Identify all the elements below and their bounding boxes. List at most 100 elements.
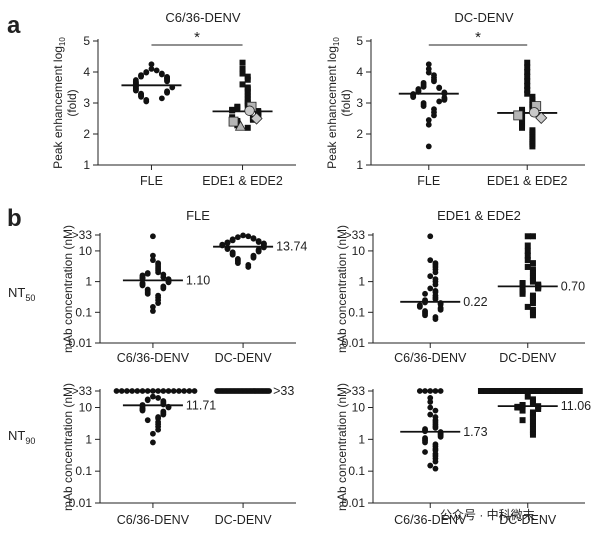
x-tick-label: C6/36-DENV <box>394 513 467 527</box>
y-axis-label-unit: (fold) <box>65 89 79 116</box>
data-point <box>427 411 434 418</box>
data-point <box>524 303 531 310</box>
data-point <box>244 92 251 99</box>
data-point <box>432 465 439 472</box>
y-axis-label: mAb concentration (nM) <box>335 225 349 353</box>
data-point <box>555 388 562 394</box>
data-point <box>519 290 526 297</box>
data-point <box>224 240 231 246</box>
data-point <box>158 71 165 78</box>
data-point <box>427 257 434 264</box>
data-point <box>529 388 536 394</box>
data-point <box>427 462 434 469</box>
data-point <box>229 251 236 258</box>
data-point <box>244 105 255 116</box>
data-point <box>524 86 531 93</box>
data-point <box>514 404 521 411</box>
median-label: 11.71 <box>186 398 216 412</box>
data-point <box>234 260 241 267</box>
y-tick-label: 1 <box>356 158 363 172</box>
x-tick-label: C6/36-DENV <box>117 351 190 365</box>
data-point <box>498 388 505 394</box>
data-point <box>170 388 177 394</box>
data-point <box>436 98 443 105</box>
data-point <box>245 233 252 240</box>
data-point <box>234 104 241 111</box>
data-point <box>143 69 150 76</box>
chart-a-dc: 1 2 3 4 5 FLE EDE1 & EDE2 DC-DENV Peak enhanceme… <box>325 10 585 188</box>
data-point <box>519 407 526 414</box>
y-tick-label: 0.1 <box>348 305 365 319</box>
median-label: >33 <box>273 384 294 398</box>
data-point <box>509 388 516 394</box>
data-point <box>427 285 434 292</box>
data-point <box>160 274 167 281</box>
data-point <box>432 424 439 431</box>
data-point <box>244 76 251 83</box>
data-point <box>427 233 434 240</box>
y-tick-label: 2 <box>356 127 363 141</box>
data-point <box>524 388 531 394</box>
data-point <box>425 61 432 68</box>
data-point <box>245 264 252 270</box>
data-point <box>186 388 193 394</box>
y-tick-label: 0.1 <box>348 464 365 478</box>
data-point <box>529 400 536 407</box>
data-point <box>540 388 547 394</box>
x-tick-label: C6/36-DENV <box>394 351 467 365</box>
data-point <box>535 285 542 292</box>
data-point <box>239 59 246 66</box>
y-tick-label: 0.01 <box>342 496 366 510</box>
y-tick-label: 1 <box>83 158 90 172</box>
data-point <box>545 388 552 394</box>
data-point <box>255 248 262 255</box>
data-point <box>150 388 156 394</box>
data-point <box>139 282 146 289</box>
y-tick-label: 0.1 <box>75 305 92 319</box>
data-point <box>150 308 156 314</box>
data-point <box>437 306 444 313</box>
chart-title: FLE <box>186 208 210 223</box>
y-tick-label: 0.01 <box>342 336 366 350</box>
data-point <box>514 388 521 394</box>
y-tick-label: 10 <box>352 244 366 258</box>
data-point <box>139 407 146 414</box>
data-point <box>155 300 162 306</box>
data-point <box>244 73 251 80</box>
data-point <box>234 234 241 241</box>
data-point <box>519 388 526 394</box>
data-point <box>432 458 439 465</box>
data-point <box>422 439 428 446</box>
median-label: 1.73 <box>463 425 487 439</box>
y-tick-label: 0.01 <box>69 496 93 510</box>
data-point <box>432 388 439 394</box>
significance-label: * <box>194 29 200 46</box>
median-label: 1.10 <box>186 273 210 287</box>
data-point <box>144 397 151 404</box>
data-point <box>422 449 428 455</box>
data-point <box>432 296 439 302</box>
chart-b-fle-nt90: >33 10 1 0.1 0.01 C6/36-DENV DC-DENV mAb concen… <box>61 383 296 527</box>
chart-title: DC-DENV <box>454 10 514 25</box>
data-point <box>191 388 198 394</box>
median-label: 0.22 <box>463 295 487 309</box>
y-tick-label: 3 <box>83 96 90 110</box>
chart-a-c636: 1 2 3 4 5 FLE EDE1 & EDE2 C6/36-DENV Peak enhanc… <box>51 10 296 188</box>
data-point <box>155 388 162 394</box>
x-tick-label: DC-DENV <box>499 513 557 527</box>
y-tick-label: >33 <box>345 384 366 398</box>
data-point <box>155 269 162 276</box>
row-label-nt50: NT50 <box>8 285 35 303</box>
data-point <box>529 93 536 100</box>
data-point <box>432 269 439 276</box>
data-point <box>160 388 167 394</box>
data-point <box>513 110 524 121</box>
x-tick-label: FLE <box>140 174 163 188</box>
median-label: 13.74 <box>276 240 307 254</box>
data-point <box>148 66 155 72</box>
data-point <box>164 89 170 96</box>
data-point <box>432 407 439 414</box>
data-point <box>493 388 500 394</box>
median-label: 0.70 <box>561 279 585 293</box>
